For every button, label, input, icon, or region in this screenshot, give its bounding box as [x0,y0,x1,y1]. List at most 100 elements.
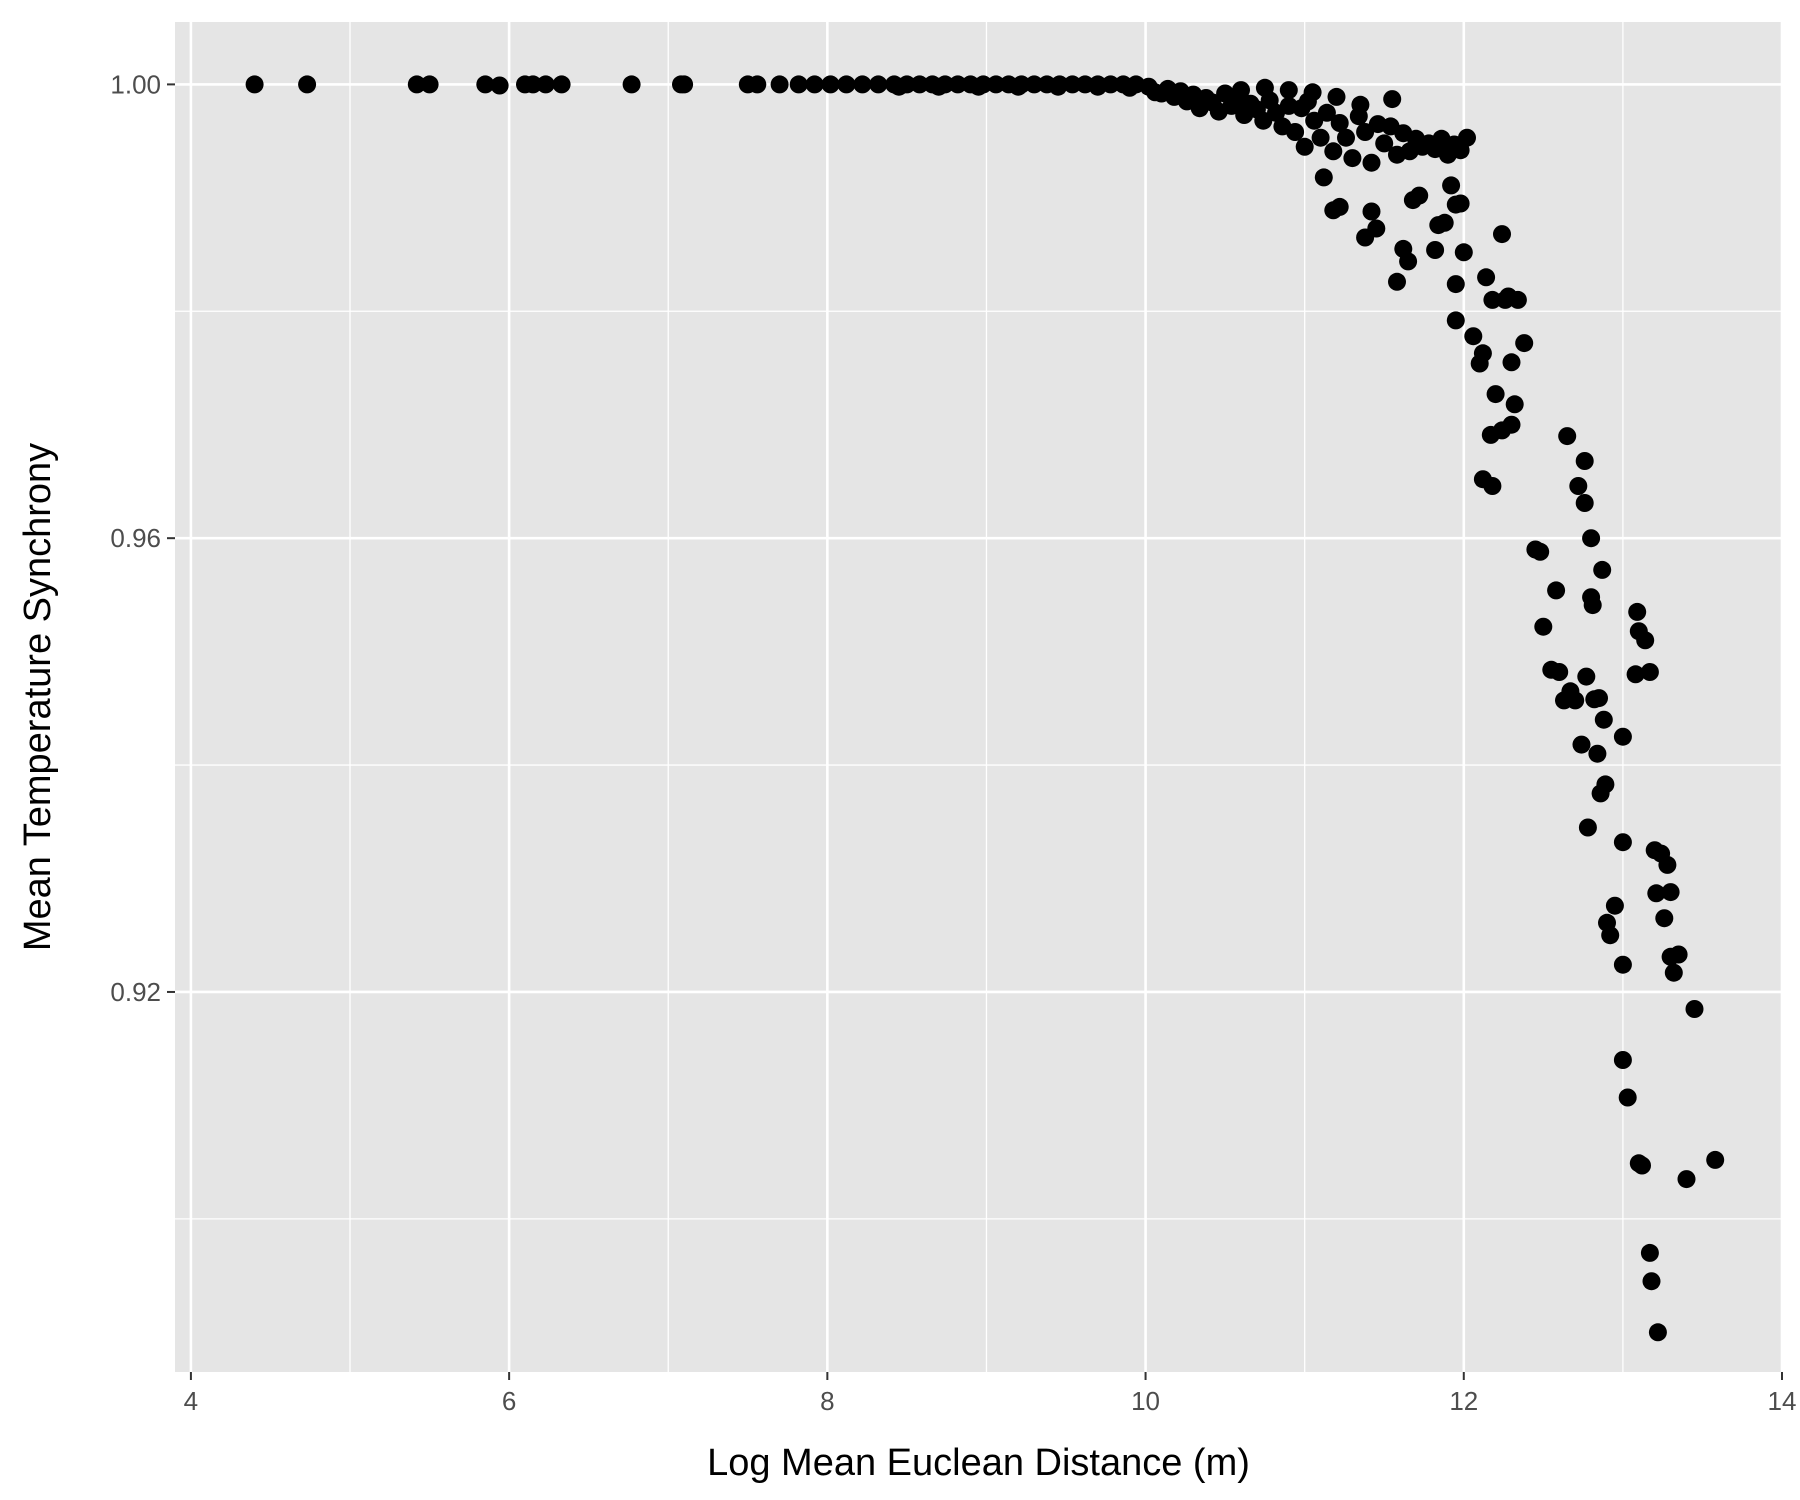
data-point [1362,153,1381,172]
data-point [1590,689,1608,708]
data-point [1362,202,1381,221]
data-point [1640,1243,1659,1262]
data-point [1594,710,1613,729]
y-axis-title: Mean Temperature Synchrony [17,443,59,951]
data-point [1502,353,1521,372]
data-point [1493,225,1511,244]
data-point [1566,691,1585,710]
data-point [622,75,641,94]
data-point [1458,128,1476,147]
data-point [1550,663,1569,681]
data-point [1633,1156,1651,1175]
x-tick-label: 14 [1768,1386,1797,1416]
data-points [245,75,1725,1342]
data-point [1009,77,1028,96]
data-point [1582,529,1601,548]
data-point [1655,909,1674,928]
y-tick-label: 1.00 [110,69,161,99]
data-point [1578,818,1597,837]
data-point [969,77,988,96]
data-point [1303,83,1322,102]
data-point [1613,955,1632,974]
data-point [1685,1000,1704,1018]
data-point [675,75,694,94]
data-point [853,75,872,94]
data-point [524,75,542,94]
data-point [1669,945,1688,964]
data-point [1477,268,1496,287]
data-point [1232,81,1250,100]
data-point [1647,884,1666,903]
data-point [821,75,840,94]
y-axis: 0.92 0.96 1.00 [110,69,175,1007]
data-point [1446,275,1465,294]
data-point [1706,1150,1725,1169]
data-point [1324,142,1343,161]
data-point [1613,1051,1632,1069]
data-point [1572,735,1591,754]
data-point [1648,1323,1667,1342]
data-point [1583,596,1602,615]
data-point [298,75,317,94]
data-point [1626,665,1645,684]
data-point [1628,602,1647,621]
data-point [1435,213,1454,232]
data-point [1605,896,1624,915]
plot-panel [175,22,1782,1372]
data-point [1534,617,1553,636]
data-point [1279,81,1298,100]
data-point [770,75,789,94]
data-point [1558,427,1577,446]
data-point [1677,1170,1696,1189]
x-axis: 4 6 8 10 12 14 [184,1372,1797,1416]
data-point [420,75,439,94]
data-point [1486,385,1505,404]
data-point [1120,78,1139,97]
data-point [1317,103,1336,122]
data-point [1569,477,1588,495]
x-tick-label: 6 [502,1386,516,1416]
data-point [536,75,555,94]
x-tick-label: 12 [1449,1386,1478,1416]
data-point [1088,77,1107,96]
data-point [1351,95,1370,114]
data-point [1640,663,1659,681]
data-point [1464,327,1483,346]
y-tick-label: 0.96 [110,523,161,553]
data-point [1337,128,1355,147]
data-point [1311,128,1330,147]
data-point [1642,1272,1661,1291]
data-point [407,75,426,94]
data-point [1399,252,1418,271]
data-point [1049,77,1068,96]
data-point [490,76,509,95]
data-point [1508,290,1527,309]
data-point [1613,727,1632,746]
data-point [1327,87,1346,106]
data-point [789,75,808,94]
data-point [1661,883,1680,902]
data-point [1410,186,1429,205]
data-point [1588,744,1607,763]
x-tick-label: 8 [820,1386,834,1416]
data-point [476,75,495,94]
data-point [1383,90,1402,109]
data-point [1314,168,1333,187]
data-point [805,75,824,94]
data-point [837,75,856,94]
data-point [552,75,571,94]
data-point [910,75,929,94]
data-point [1375,134,1394,153]
data-point [1593,560,1612,579]
data-point [1330,197,1349,216]
y-tick-label: 0.92 [110,977,161,1007]
data-point [929,77,948,96]
data-point [1255,78,1274,97]
data-point [1343,149,1362,168]
data-point [1454,243,1473,262]
data-point [1388,272,1406,291]
data-point [1505,395,1524,414]
data-point [245,75,264,94]
